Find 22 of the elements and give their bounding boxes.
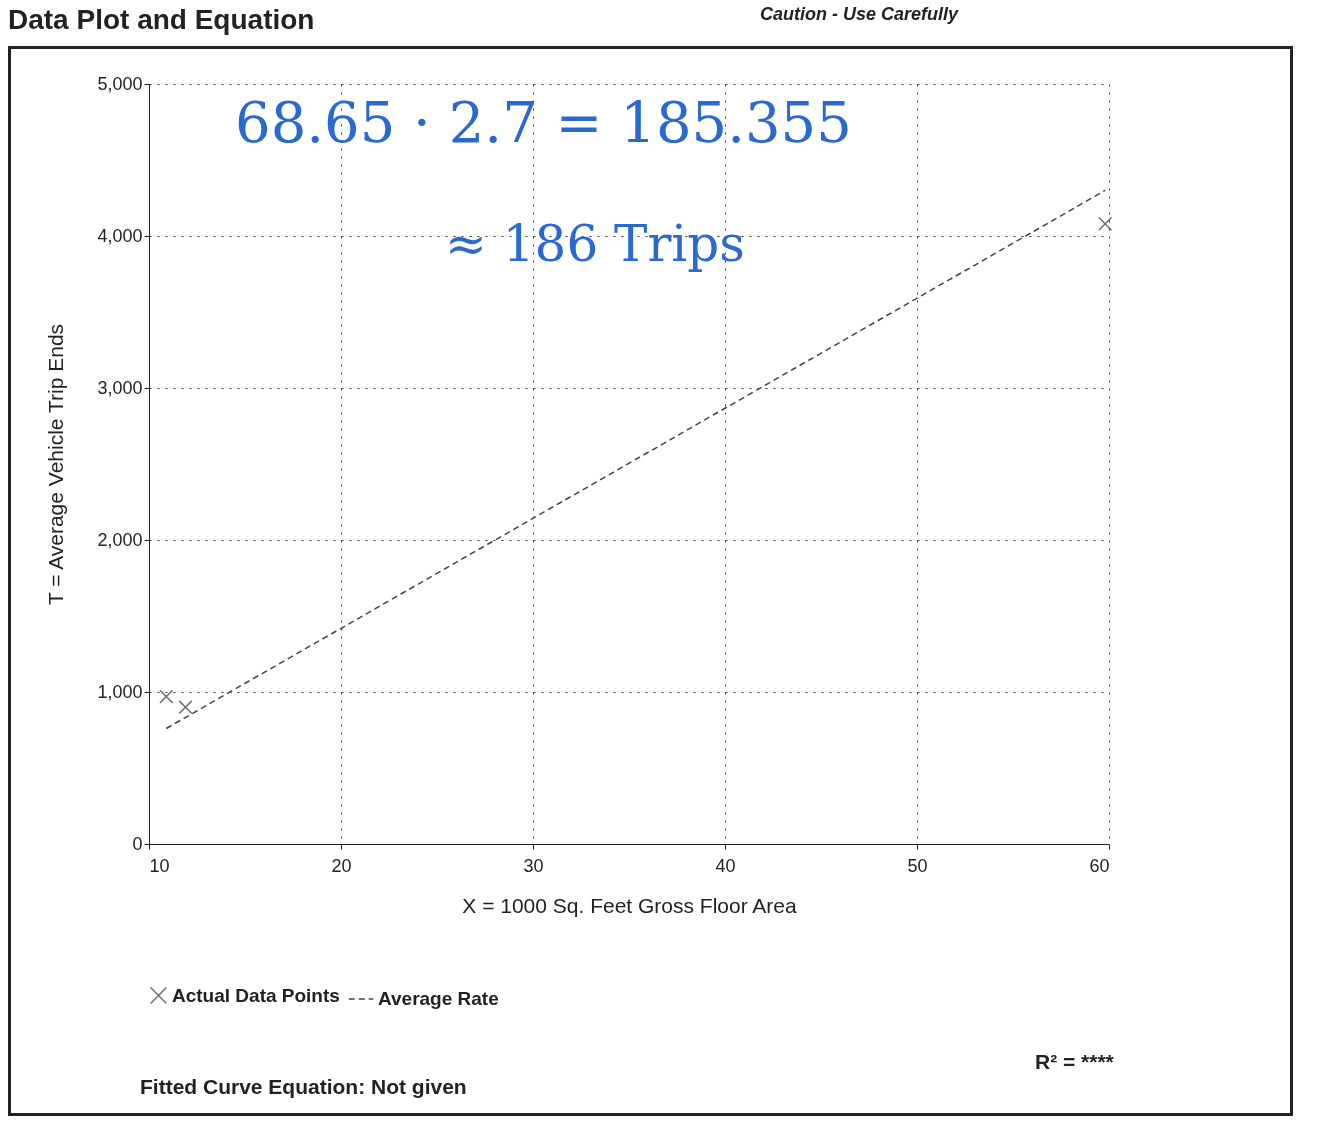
y-tick-label: 4,000 (97, 225, 143, 246)
x-tick-label: 20 (331, 855, 352, 876)
y-tick-label: 3,000 (97, 377, 143, 398)
annotation: ≈ 186 Trips (445, 215, 746, 273)
y-tick-label: 5,000 (97, 73, 143, 94)
annotation: 68.65 · 2.7 = 185.355 (235, 90, 852, 155)
x-tick-label: 10 (149, 855, 170, 876)
text: Fitted Curve Equation: Not given (140, 1075, 467, 1099)
y-tick-label: 2,000 (97, 529, 143, 550)
y-axis-title: T = Average Vehicle Trip Ends (44, 323, 68, 606)
text: Caution - Use Carefully (760, 4, 959, 25)
x-axis-title: X = 1000 Sq. Feet Gross Floor Area (462, 893, 798, 917)
x-tick-label: 40 (715, 855, 736, 876)
legend-label: Average Rate (378, 988, 499, 1009)
y-tick-label: 0 (132, 833, 143, 854)
x-tick-label: 30 (523, 855, 544, 876)
x-tick-label: 50 (907, 855, 928, 876)
y-tick-label: 1,000 (97, 681, 143, 702)
chart-title: Data Plot and Equation (8, 4, 315, 36)
text: R² = **** (1035, 1050, 1114, 1074)
x-tick-label: 60 (1089, 855, 1110, 876)
legend-label: Actual Data Points (172, 984, 340, 1006)
